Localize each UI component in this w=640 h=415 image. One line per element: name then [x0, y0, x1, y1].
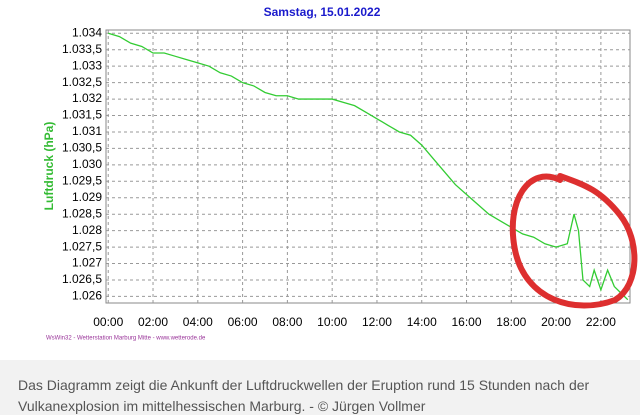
caption-line: Vulkanexplosion im mittelhessischen Marb… — [18, 398, 426, 414]
y-tick-label: 1.029,5 — [62, 173, 102, 187]
y-tick-label: 1.029 — [72, 190, 102, 204]
y-tick-label: 1.033 — [72, 58, 102, 72]
y-tick-label: 1.028,5 — [62, 206, 102, 220]
y-tick-label: 1.032,5 — [62, 75, 102, 89]
y-tick-label: 1.028 — [72, 223, 102, 237]
data-line — [108, 32, 629, 301]
y-tick-label: 1.027 — [72, 256, 102, 270]
x-tick-label: 18:00 — [496, 315, 526, 329]
x-tick-label: 10:00 — [317, 315, 347, 329]
y-tick-label: 1.030 — [72, 157, 102, 171]
x-tick-label: 12:00 — [362, 315, 392, 329]
y-tick-label: 1.031,5 — [62, 108, 102, 122]
y-tick-label: 1.032 — [72, 91, 102, 105]
chart-title: Samstag, 15.01.2022 — [264, 5, 381, 19]
y-tick-label: 1.031 — [72, 124, 102, 138]
x-tick-label: 08:00 — [272, 315, 302, 329]
plot-area — [105, 29, 631, 304]
x-tick-label: 02:00 — [138, 315, 168, 329]
y-tick-label: 1.030,5 — [62, 141, 102, 155]
caption-line: Das Diagramm zeigt die Ankunft der Luftd… — [18, 377, 590, 393]
x-tick-label: 20:00 — [541, 315, 571, 329]
y-axis-label: Luftdruck (hPa) — [42, 122, 56, 211]
x-tick-label: 14:00 — [407, 315, 437, 329]
x-tick-label: 22:00 — [586, 315, 616, 329]
y-tick-label: 1.027,5 — [62, 239, 102, 253]
x-tick-label: 00:00 — [93, 315, 123, 329]
x-tick-label: 04:00 — [183, 315, 213, 329]
highlight-circle — [509, 173, 638, 309]
source: WsWin32 - Wetterstation Marburg Mitte - … — [46, 336, 206, 342]
y-tick-label: 1.034 — [72, 25, 102, 39]
y-tick-label: 1.026,5 — [62, 272, 102, 286]
y-tick-label: 1.033,5 — [62, 42, 102, 56]
x-tick-label: 16:00 — [452, 315, 482, 329]
y-tick-label: 1.026 — [72, 289, 102, 303]
x-tick-label: 06:00 — [228, 315, 258, 329]
